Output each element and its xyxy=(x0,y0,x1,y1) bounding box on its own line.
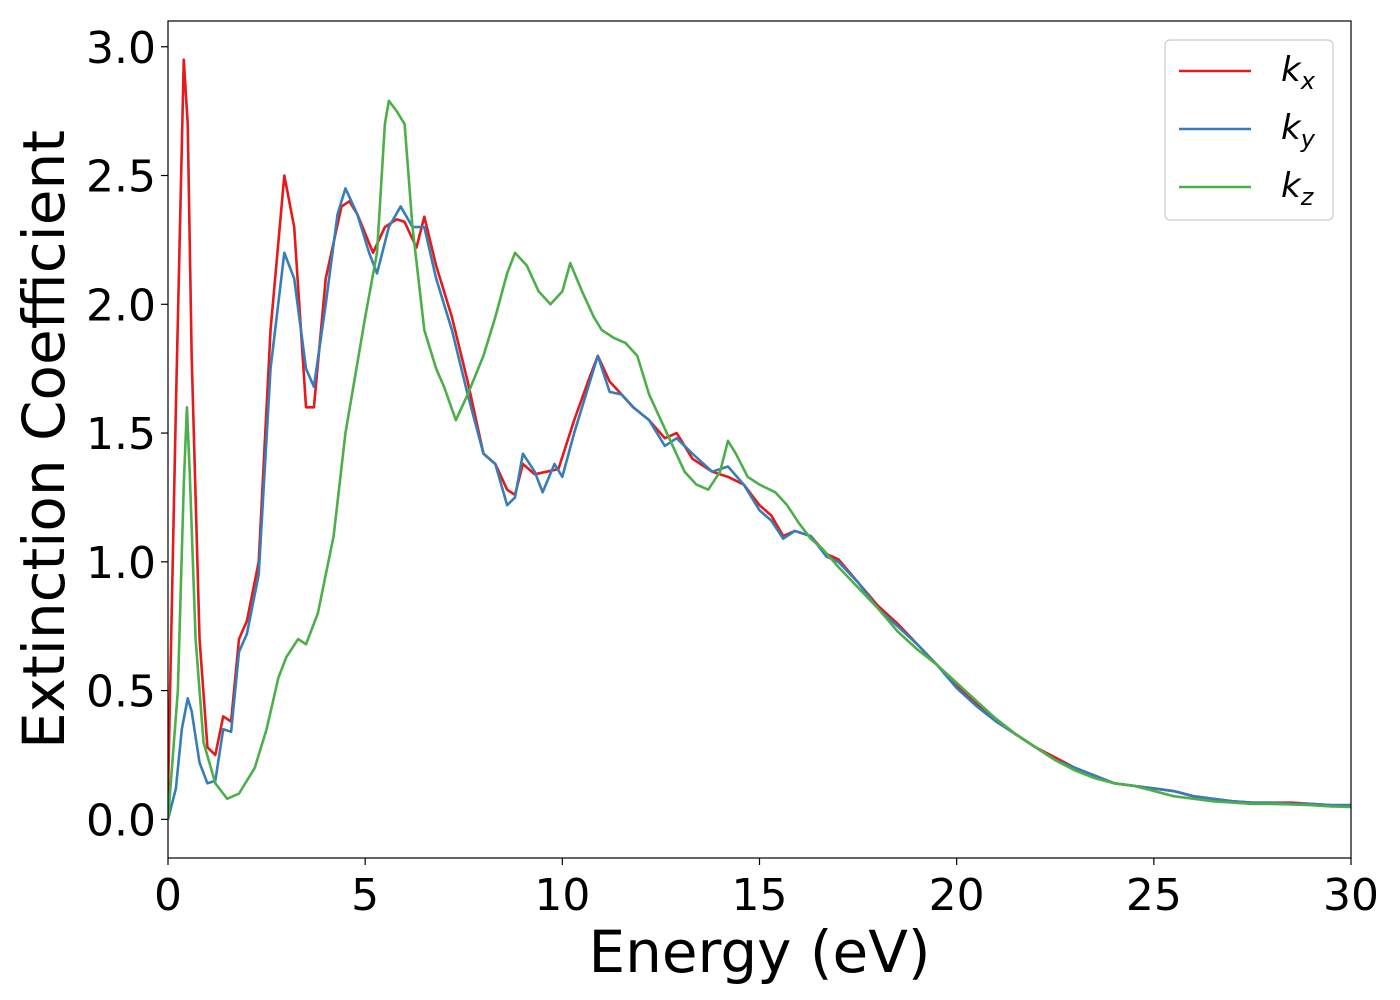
x-axis-label: Energy (eV) xyxy=(588,918,930,986)
y-axis-ticks: 0.0 0.5 1.0 1.5 2.0 2.5 3.0 xyxy=(86,23,168,846)
legend: kx ky kz xyxy=(1164,39,1334,221)
y-axis-label: Extinction Coefficient xyxy=(10,130,78,749)
legend-label-k-y: ky xyxy=(1281,108,1316,153)
series-line-k-z xyxy=(168,99,1351,820)
series-line-k-y xyxy=(168,187,1351,820)
y-tick-label: 3.0 xyxy=(86,23,156,74)
x-tick-label: 25 xyxy=(1126,870,1182,921)
legend-label-k-x: kx xyxy=(1281,50,1316,95)
legend-label-k-z: kz xyxy=(1281,166,1315,211)
y-tick-label: 0.0 xyxy=(86,795,156,846)
x-axis-ticks: 0 5 10 15 20 25 30 xyxy=(154,858,1379,921)
y-tick-label: 0.5 xyxy=(86,667,156,718)
y-tick-label: 2.5 xyxy=(86,152,156,203)
y-tick-label: 1.5 xyxy=(86,409,156,460)
x-tick-label: 5 xyxy=(351,870,379,921)
x-tick-label: 15 xyxy=(732,870,788,921)
x-tick-label: 30 xyxy=(1323,870,1379,921)
y-tick-label: 1.0 xyxy=(86,538,156,589)
x-tick-label: 20 xyxy=(929,870,985,921)
x-tick-label: 0 xyxy=(154,870,182,921)
x-tick-label: 10 xyxy=(534,870,590,921)
series-layer xyxy=(168,58,1351,820)
y-tick-label: 2.0 xyxy=(86,280,156,331)
